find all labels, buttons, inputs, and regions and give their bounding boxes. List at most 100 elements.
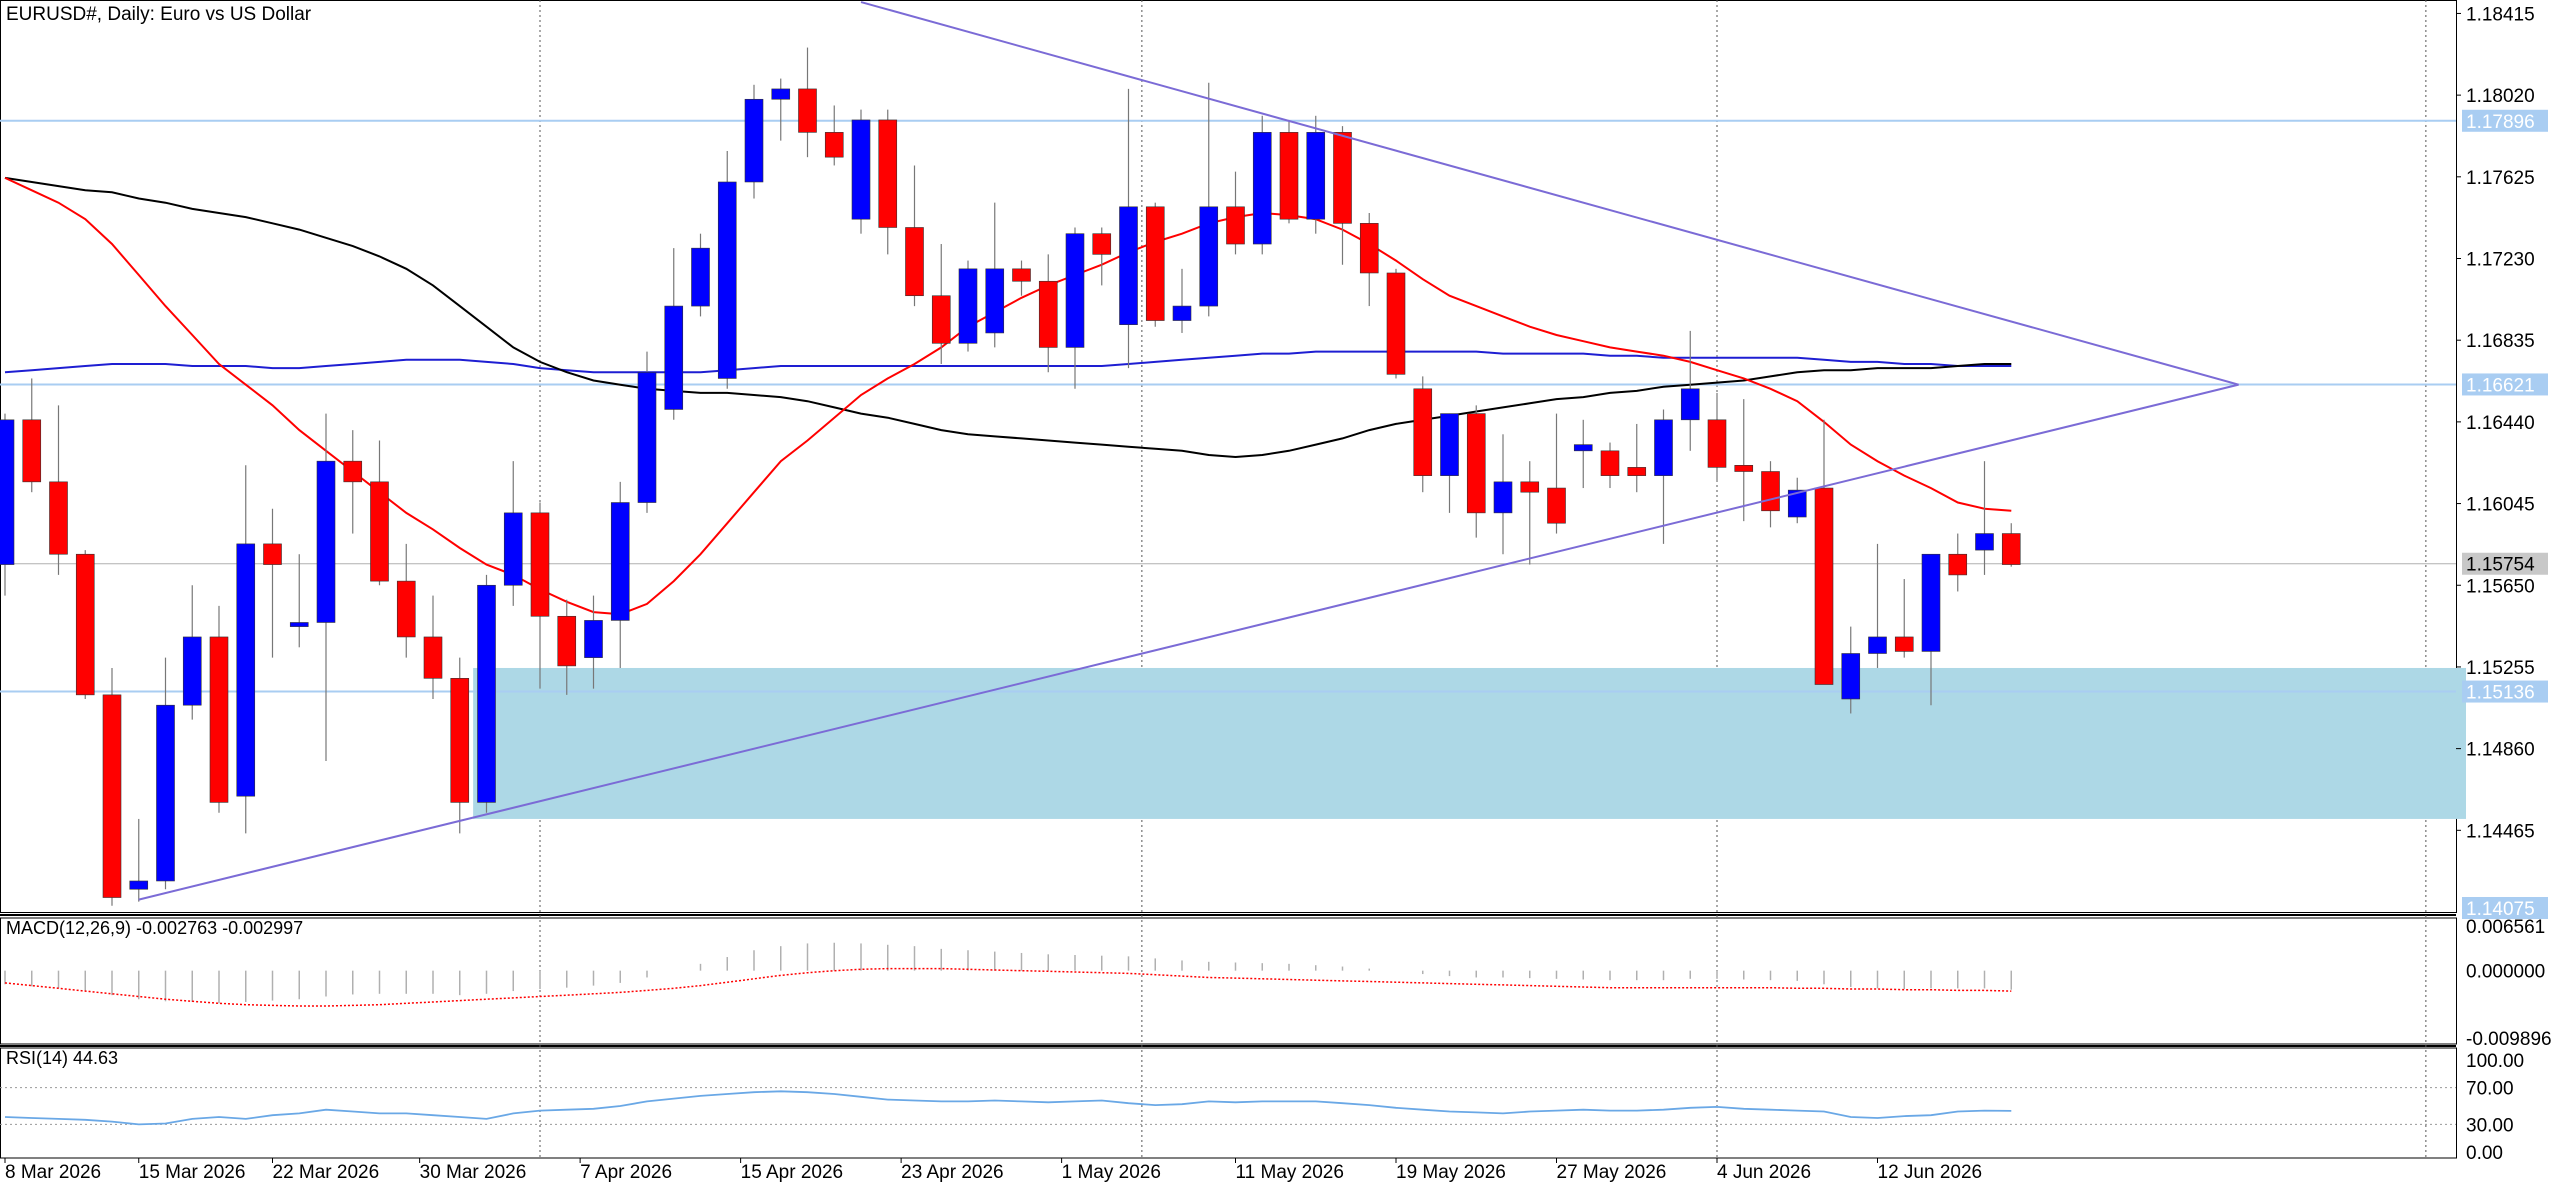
candle-body (744, 98, 764, 183)
candle-body (771, 88, 791, 100)
candle-body (1520, 481, 1540, 493)
candle-body (1573, 444, 1593, 452)
candle-body (156, 704, 175, 882)
date-axis-label: 1 May 2026 (1062, 1162, 1161, 1183)
date-axis-label: 30 Mar 2026 (420, 1162, 527, 1183)
support-zone (473, 667, 2466, 819)
candle-body (1921, 553, 1941, 652)
candle-body (396, 580, 416, 638)
date-axis-label: 27 May 2026 (1557, 1162, 1667, 1183)
candle-body (102, 694, 122, 898)
candle-body (1948, 553, 1968, 576)
candle-body (316, 460, 336, 623)
candle-body (1172, 305, 1192, 321)
price-tag (2462, 373, 2548, 396)
candle-body (2001, 533, 2021, 565)
candle-body (1894, 636, 1914, 652)
candle-body (182, 636, 202, 706)
candle-body (1787, 489, 1807, 518)
macd-axis-label: 0.006561 (2466, 917, 2545, 938)
candle-body (209, 636, 229, 803)
price-axis-label: 1.16440 (2466, 413, 2535, 434)
candle-body (22, 419, 42, 483)
candle-body (1038, 280, 1058, 348)
price-tag (2462, 897, 2548, 919)
date-axis-label: 22 Mar 2026 (273, 1162, 380, 1183)
candle-body (931, 295, 951, 344)
candle-body (1386, 272, 1406, 375)
rsi-axis-label: 70.00 (2466, 1079, 2514, 1100)
price-tag-label: 1.17896 (2466, 112, 2535, 133)
candle-body (1707, 419, 1727, 468)
price-axis-label: 1.16045 (2466, 495, 2535, 516)
price-axis-label: 1.15255 (2466, 658, 2535, 679)
chart-title: EURUSD#, Daily: Euro vs US Dollar (6, 4, 312, 25)
candle-body (851, 119, 871, 220)
candle-body (824, 132, 844, 158)
price-axis-label: 1.17230 (2466, 250, 2535, 271)
candle-body (584, 620, 603, 658)
upper-trendline (860, 1, 2239, 386)
price-axis-label: 1.16835 (2466, 331, 2535, 352)
ma-red-line (4, 176, 2012, 616)
candle-body (1279, 132, 1299, 220)
candle-body (1092, 233, 1112, 255)
price-tag-label: 1.14075 (2466, 899, 2535, 920)
candle-body (1413, 388, 1433, 476)
date-axis-label: 7 Apr 2026 (580, 1162, 672, 1183)
candle-body (1654, 419, 1673, 476)
candle-body (557, 615, 577, 667)
candle-body (717, 181, 737, 379)
candle-body (343, 460, 363, 483)
date-axis-label: 4 Jun 2026 (1717, 1162, 1811, 1183)
macd-signal-line (4, 967, 2012, 1007)
rsi-axis-label: 0.00 (2466, 1143, 2503, 1164)
price-tag-label: 1.15754 (2466, 555, 2535, 576)
candle-body (263, 543, 282, 565)
candle-body (0, 419, 15, 565)
candle-body (1627, 467, 1647, 476)
rsi-line (4, 1090, 2012, 1126)
candle-body (878, 119, 898, 228)
rsi-title: RSI(14) 44.63 (6, 1048, 118, 1068)
date-axis-label: 15 Mar 2026 (139, 1162, 246, 1183)
candle-body (637, 371, 657, 503)
candle-body (958, 268, 978, 344)
date-axis-label: 19 May 2026 (1396, 1162, 1506, 1183)
candle-body (1975, 533, 1994, 551)
price-axis-label: 1.18415 (2466, 4, 2535, 25)
price-tag-label: 1.15136 (2466, 683, 2535, 704)
candle-body (1226, 206, 1245, 245)
price-tag-label: 1.16621 (2466, 375, 2535, 396)
candle-body (985, 268, 1005, 334)
candle-body (1761, 471, 1780, 512)
date-axis-label: 15 Apr 2026 (741, 1162, 843, 1183)
candle-body (1841, 653, 1861, 700)
candle-body (1440, 413, 1459, 476)
ma-black-line (4, 176, 2012, 459)
candle-body (1012, 268, 1031, 282)
candle-body (1547, 487, 1566, 524)
price-axis-label: 1.15650 (2466, 576, 2535, 597)
candle-body (905, 227, 924, 297)
date-axis-label: 11 May 2026 (1236, 1162, 1344, 1183)
candle-body (289, 622, 309, 627)
macd-title: MACD(12,26,9) -0.002763 -0.002997 (6, 918, 303, 938)
price-tag (2462, 109, 2548, 132)
rsi-axis-label: 100.00 (2466, 1051, 2524, 1072)
candle-body (1065, 233, 1085, 348)
candle-body (1734, 465, 1754, 472)
date-axis-label: 12 Jun 2026 (1878, 1162, 1983, 1183)
price-axis-label: 1.17625 (2466, 168, 2535, 189)
candle-body (691, 247, 710, 307)
macd-axis-label: 0.000000 (2466, 962, 2545, 983)
candle-body (1493, 481, 1513, 514)
price-axis-label: 1.14860 (2466, 740, 2535, 761)
candle-body (1333, 132, 1352, 224)
candle-body (1868, 636, 1887, 654)
candle-body (1466, 413, 1486, 514)
date-axis-label: 8 Mar 2026 (5, 1162, 101, 1183)
candle-body (1680, 388, 1700, 421)
